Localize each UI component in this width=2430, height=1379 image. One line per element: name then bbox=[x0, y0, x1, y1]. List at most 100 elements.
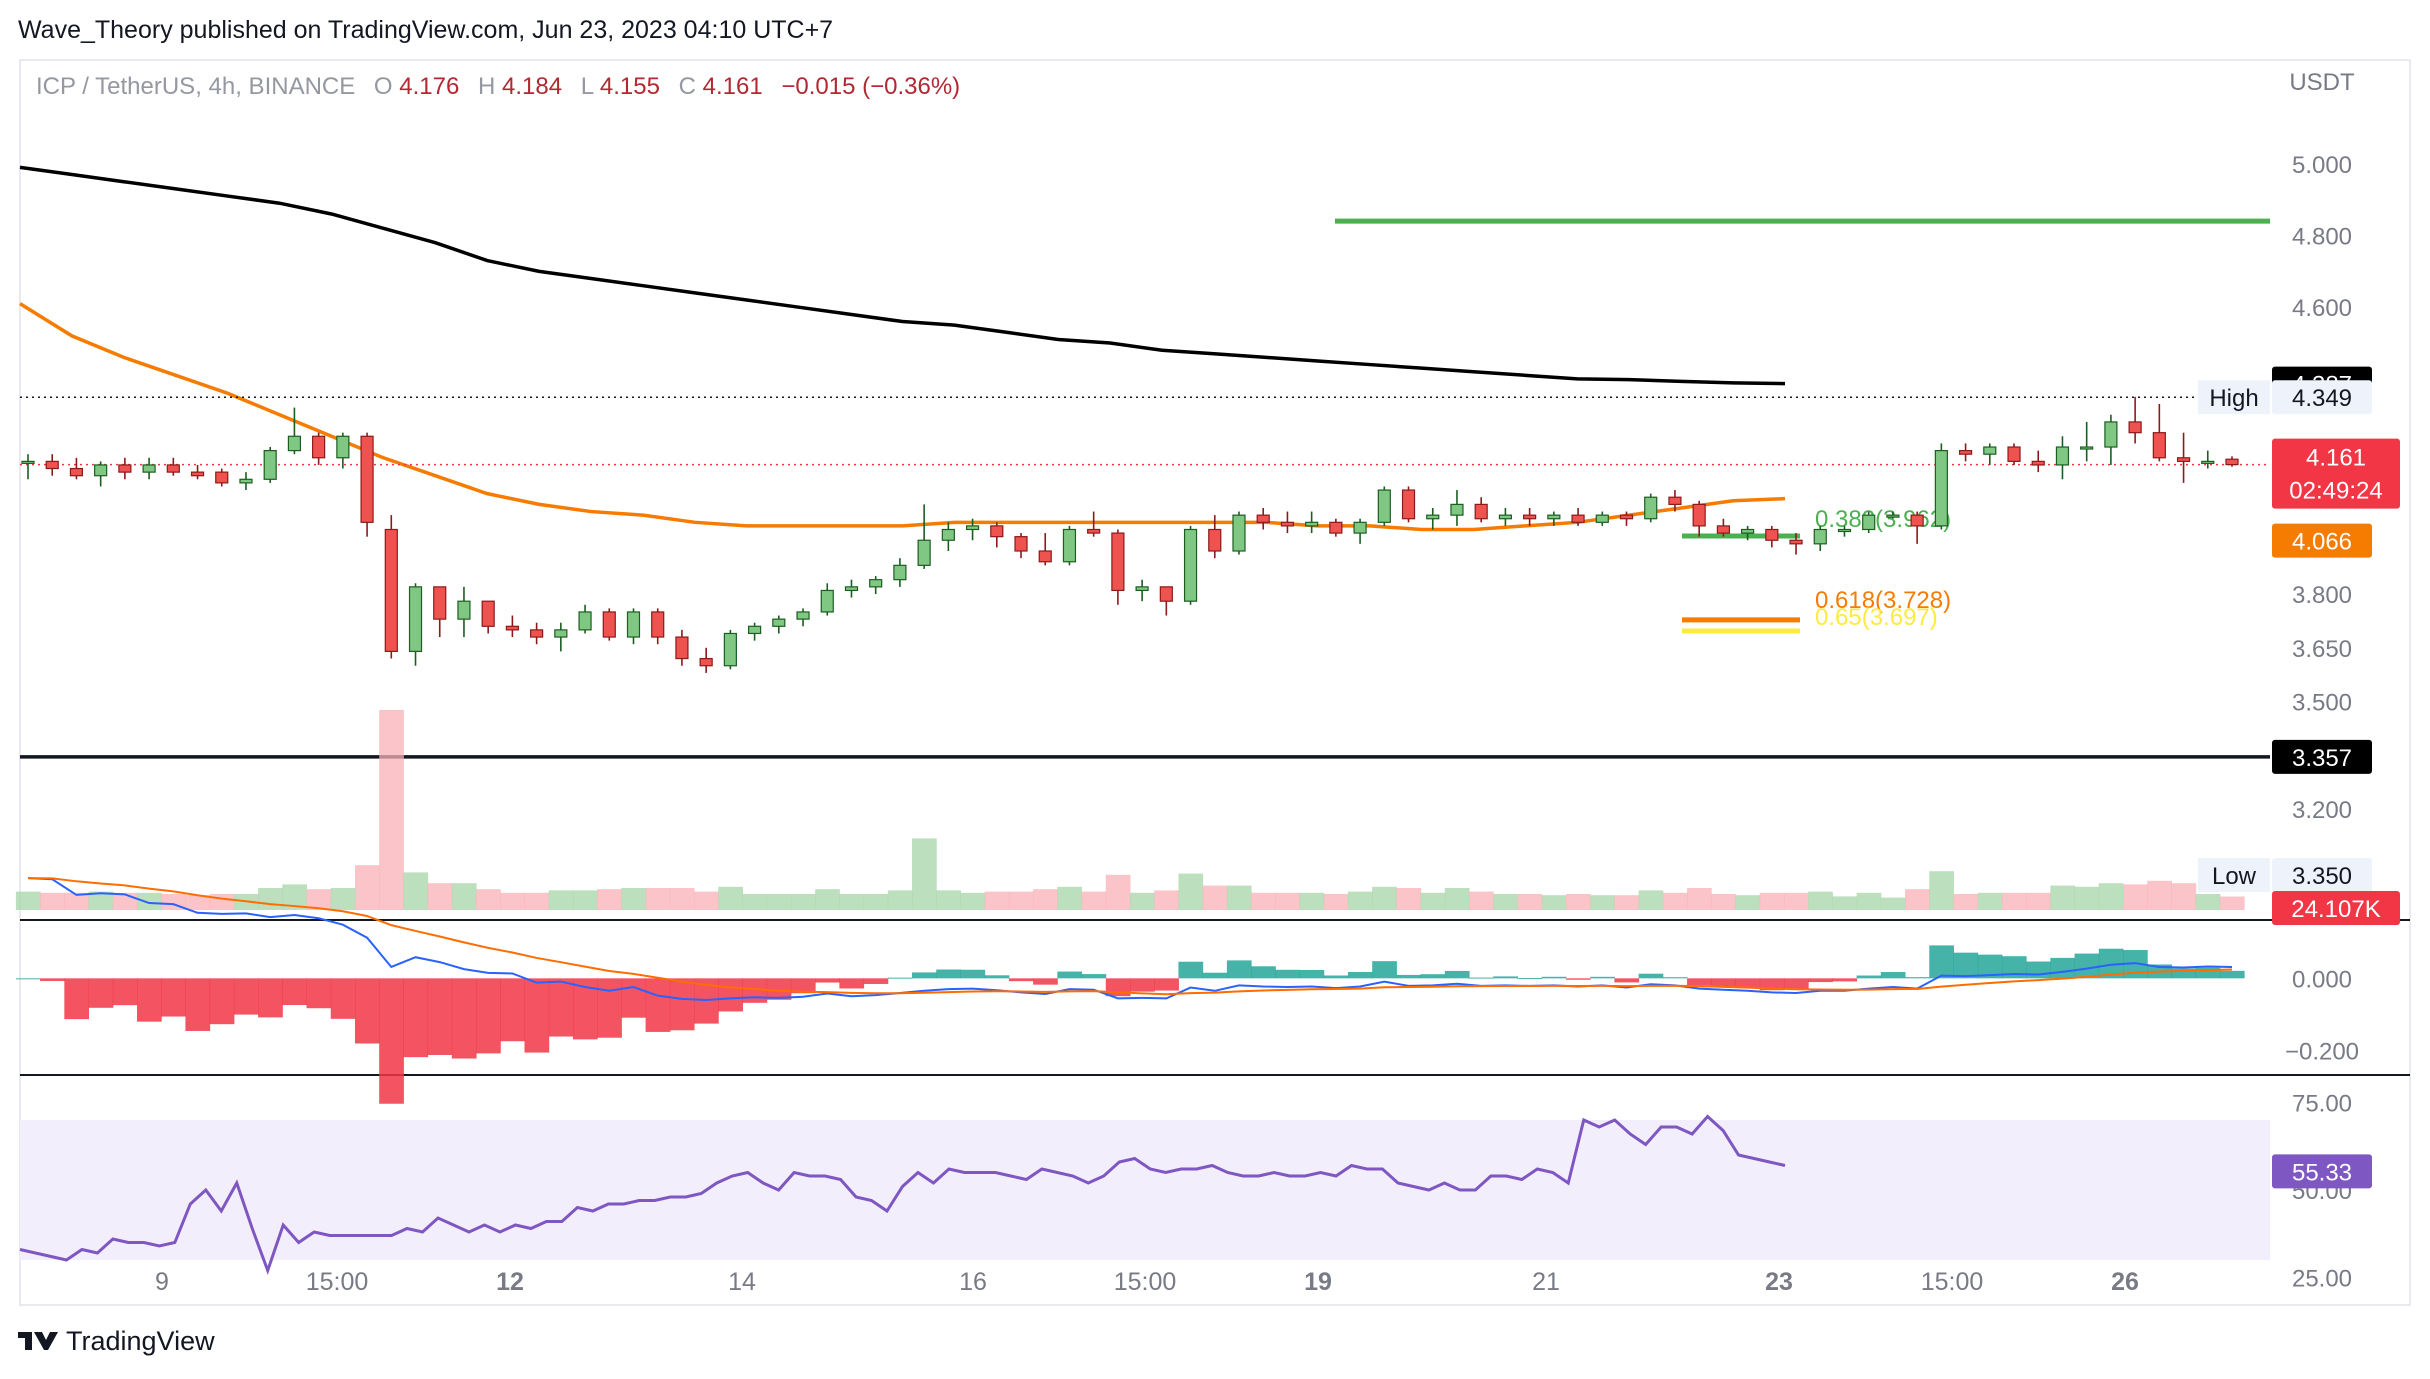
candle-body bbox=[675, 636, 689, 660]
volume-bar bbox=[815, 889, 840, 910]
volume-bar bbox=[1347, 891, 1373, 910]
candle-body bbox=[118, 464, 132, 473]
rsi-tick: 25.00 bbox=[2292, 1266, 2352, 1293]
price-axis: 5.0004.8004.6004.2003.8003.6503.5003.200… bbox=[2198, 152, 2400, 1293]
ma50-line bbox=[19, 302, 1786, 532]
macd-histogram-bar bbox=[548, 978, 574, 1037]
macd-histogram-bar bbox=[1396, 974, 1422, 979]
candle-body bbox=[1135, 586, 1149, 592]
macd-histogram-bar bbox=[233, 978, 259, 1015]
candle-body bbox=[1741, 528, 1755, 534]
legend-c-value: 4.161 bbox=[703, 73, 763, 100]
volume-bar bbox=[669, 888, 695, 910]
volume-bar bbox=[1638, 890, 1664, 910]
macd-histogram-bar bbox=[1008, 978, 1034, 982]
macd-pane bbox=[15, 877, 2245, 1104]
volume-bar bbox=[2171, 883, 2197, 910]
volume-bar bbox=[1226, 885, 1252, 910]
macd-histogram-bar bbox=[136, 978, 162, 1022]
volume-bar bbox=[379, 710, 404, 910]
low-price-tag bbox=[2272, 858, 2372, 892]
macd-histogram-bar bbox=[379, 978, 404, 1104]
macd-histogram-bar bbox=[1856, 975, 1882, 979]
volume-bar bbox=[330, 888, 356, 910]
candle-body bbox=[215, 471, 229, 484]
candle-body bbox=[1232, 514, 1246, 552]
volume-bar bbox=[1759, 892, 1785, 910]
time-tick: 9 bbox=[155, 1268, 169, 1296]
price-tick: 4.600 bbox=[2292, 295, 2352, 322]
volume-bar bbox=[790, 894, 816, 910]
macd-histogram-bar bbox=[1662, 977, 1688, 979]
time-tick: 16 bbox=[959, 1268, 987, 1296]
candle-body bbox=[844, 586, 859, 592]
candle-body bbox=[1329, 521, 1343, 534]
volume-bar bbox=[1130, 892, 1155, 910]
macd-histogram-bar bbox=[863, 978, 889, 984]
price-tick: 5.000 bbox=[2292, 152, 2352, 179]
price-tick: 3.500 bbox=[2292, 690, 2352, 717]
volume-bar bbox=[427, 883, 453, 910]
candle-body bbox=[1280, 521, 1295, 527]
price-tick: 4.800 bbox=[2292, 223, 2352, 250]
macd-histogram-bar bbox=[960, 969, 986, 979]
legend-line: ICP / TetherUS, 4h, BINANCE O 4.176 H 4.… bbox=[36, 73, 960, 100]
candle-body bbox=[1208, 528, 1222, 552]
candle-body bbox=[239, 478, 253, 484]
candle-body bbox=[1256, 514, 1270, 523]
macd-histogram-bar bbox=[524, 978, 550, 1053]
legend-l-label: L bbox=[581, 73, 594, 100]
low-label-tag bbox=[2198, 858, 2270, 892]
volume-bar bbox=[718, 886, 743, 910]
macd-histogram-bar bbox=[1251, 966, 1276, 979]
volume-bar bbox=[1832, 896, 1858, 910]
macd-signal-line bbox=[27, 877, 2233, 996]
candle-body bbox=[69, 467, 84, 477]
macd-histogram-bar bbox=[1905, 977, 1930, 979]
volume-bar bbox=[2074, 886, 2100, 910]
macd-histogram-bar bbox=[112, 978, 138, 1006]
macd-histogram-bar bbox=[306, 978, 332, 1009]
volume-bar bbox=[1517, 894, 1543, 910]
time-tick: 15:00 bbox=[306, 1268, 369, 1296]
last-price-tag bbox=[2272, 438, 2400, 509]
time-tick: 26 bbox=[2111, 1268, 2139, 1296]
macd-histogram-bar bbox=[1444, 970, 1470, 979]
legend-c-label: C bbox=[679, 73, 696, 100]
legend-symbol: ICP / TetherUS, 4h, BINANCE bbox=[36, 73, 355, 100]
candle-body bbox=[1038, 550, 1052, 563]
macd-histogram-bar bbox=[1347, 972, 1373, 979]
macd-histogram-bar bbox=[1590, 976, 1615, 979]
macd-histogram-bar bbox=[403, 978, 429, 1058]
volume-pane bbox=[15, 710, 2245, 910]
candle-body bbox=[1014, 536, 1028, 552]
candle-body bbox=[941, 528, 955, 541]
volume-bar bbox=[136, 892, 162, 910]
candle-body bbox=[1910, 514, 1924, 527]
volume-bar bbox=[1735, 895, 1761, 910]
candle-body bbox=[1498, 514, 1513, 520]
volume-bar bbox=[912, 838, 937, 910]
candle-body bbox=[1426, 514, 1440, 520]
macd-histogram-bar bbox=[330, 978, 356, 1019]
legend-h-label: H bbox=[478, 73, 495, 100]
candle-body bbox=[990, 525, 1004, 538]
candle-body bbox=[602, 611, 616, 638]
macd-histogram-bar bbox=[2074, 953, 2100, 979]
candle-body bbox=[1837, 528, 1852, 533]
volume-bar bbox=[403, 872, 429, 910]
volume-bar bbox=[936, 890, 961, 910]
high-label: High bbox=[2209, 385, 2258, 412]
time-axis: 9 15:00 12 14 16 15:00 19 21 23 15:00 26 bbox=[155, 1268, 2139, 1296]
candle-body bbox=[1862, 514, 1876, 531]
candle-body bbox=[1547, 514, 1561, 520]
price-tick: 3.800 bbox=[2292, 582, 2352, 609]
candle-body bbox=[2007, 446, 2021, 462]
candle-body bbox=[1765, 528, 1779, 541]
volume-bar bbox=[1057, 886, 1083, 910]
volume-bar bbox=[1323, 894, 1349, 910]
volume-bar bbox=[1590, 895, 1615, 910]
candle-body bbox=[1789, 539, 1803, 545]
tradingview-logo: TradingView bbox=[18, 1326, 215, 1356]
